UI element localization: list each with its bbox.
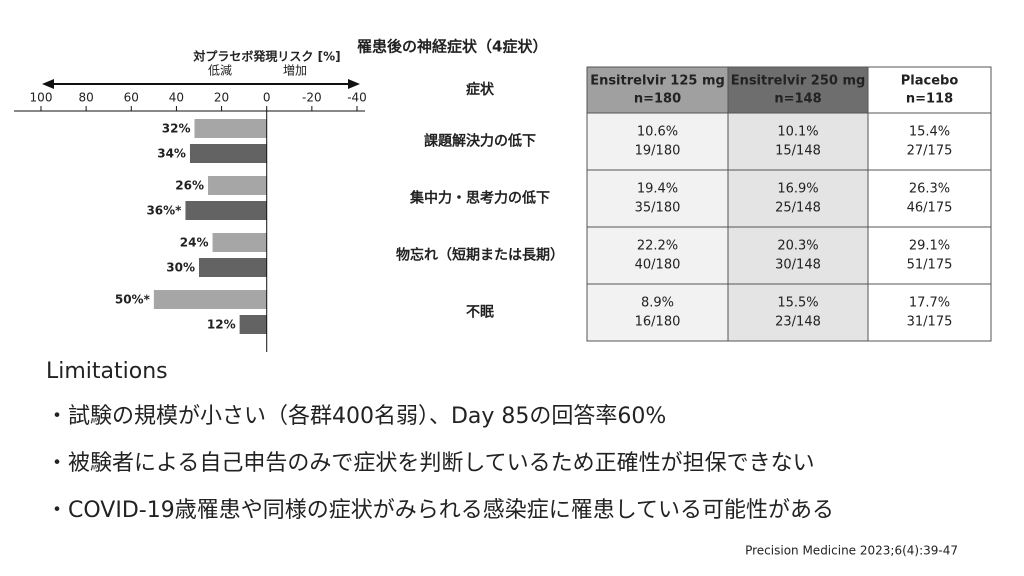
- cell-text: 46/175: [907, 201, 953, 216]
- table-cell: [867, 112, 992, 171]
- row-label: 物忘れ（短期または長期）: [396, 247, 564, 264]
- cell-text: 8.9%: [641, 296, 674, 311]
- cell-text: 19/180: [635, 144, 681, 159]
- limitation-item: ・試験の規模が小さい（各群400名弱）、Day 85の回答率60%: [46, 404, 666, 429]
- table-cell: [867, 283, 992, 342]
- data-label: 30%: [166, 261, 195, 275]
- cell-text: 25/148: [775, 201, 821, 216]
- cell-text: 27/175: [907, 144, 953, 159]
- cell-text: 51/175: [907, 258, 953, 273]
- page-title: 罹患後の神経症状（4症状）: [357, 38, 547, 56]
- cell-text: 17.7%: [909, 296, 950, 311]
- bar: [239, 315, 267, 334]
- cell-text: 15/148: [775, 144, 821, 159]
- x-tick-label: 80: [79, 91, 94, 105]
- chart-title: 対プラセボ発現リスク [%]: [192, 49, 340, 64]
- x-tick-label: -40: [347, 91, 367, 105]
- data-label: 32%: [162, 122, 191, 136]
- table-cell: [727, 226, 869, 285]
- table-cell: [586, 112, 729, 171]
- x-tick-label: 0: [263, 91, 271, 105]
- x-tick-label: 20: [214, 91, 229, 105]
- column-header: n=118: [906, 92, 953, 107]
- cell-text: 23/148: [775, 315, 821, 330]
- row-label: 課題解決力の低下: [424, 133, 536, 150]
- table-cell: [727, 112, 869, 171]
- cell-text: 26.3%: [909, 182, 950, 197]
- data-label: 36%*: [146, 204, 182, 218]
- data-label: 50%*: [115, 293, 151, 307]
- column-header: Ensitrelvir 125 mg: [590, 74, 725, 89]
- cell-text: 19.4%: [637, 182, 678, 197]
- cell-text: 16.9%: [777, 182, 818, 197]
- cell-text: 31/175: [907, 315, 953, 330]
- data-label: 26%: [175, 179, 204, 193]
- bar: [189, 144, 267, 163]
- limitation-item: ・COVID-19歳罹患や同様の症状がみられる感染症に罹患している可能性がある: [46, 498, 834, 523]
- cell-text: 35/180: [635, 201, 681, 216]
- table-cell: [867, 226, 992, 285]
- table-cell: [586, 226, 729, 285]
- data-label: 24%: [180, 236, 209, 250]
- table-cell: [586, 169, 729, 228]
- arrow-head: [42, 79, 54, 89]
- cell-text: 10.1%: [777, 125, 818, 140]
- cell-text: 30/148: [775, 258, 821, 273]
- x-tick-label: -20: [302, 91, 322, 105]
- data-label: 34%: [157, 147, 186, 161]
- table-cell: [727, 169, 869, 228]
- annotation: 増加: [283, 64, 307, 78]
- row-label: 不眠: [466, 305, 494, 321]
- table-cell: [586, 283, 729, 342]
- row-label: 集中力・思考力の低下: [409, 190, 550, 207]
- x-tick-label: 40: [169, 91, 184, 105]
- x-tick-label: 60: [124, 91, 139, 105]
- cell-text: 29.1%: [909, 239, 950, 254]
- limitations-heading: Limitations: [46, 359, 168, 384]
- column-header: n=180: [634, 92, 681, 107]
- table-cell: [727, 283, 869, 342]
- bar: [199, 258, 267, 277]
- cell-text: 16/180: [635, 315, 681, 330]
- bar: [153, 290, 267, 309]
- citation: Precision Medicine 2023;6(4):39-47: [745, 544, 958, 558]
- cell-text: 40/180: [635, 258, 681, 273]
- bar: [208, 176, 267, 195]
- column-header: Ensitrelvir 250 mg: [731, 74, 866, 89]
- x-tick-label: 100: [30, 91, 53, 105]
- column-header: n=148: [774, 92, 821, 107]
- cell-text: 10.6%: [637, 125, 678, 140]
- annotation: 低減: [208, 63, 232, 78]
- cell-text: 15.5%: [777, 296, 818, 311]
- arrow-head: [348, 79, 360, 89]
- bar: [194, 119, 267, 138]
- column-header: Placebo: [901, 74, 959, 89]
- limitation-item: ・被験者による自己申告のみで症状を判断しているため正確性が担保できない: [46, 451, 815, 476]
- cell-text: 20.3%: [777, 239, 818, 254]
- bar: [212, 233, 267, 252]
- cell-text: 22.2%: [637, 239, 678, 254]
- table-cell: [867, 169, 992, 228]
- cell-text: 15.4%: [909, 125, 950, 140]
- bar: [185, 201, 267, 220]
- data-label: 12%: [207, 318, 236, 332]
- row-header: 症状: [466, 81, 495, 98]
